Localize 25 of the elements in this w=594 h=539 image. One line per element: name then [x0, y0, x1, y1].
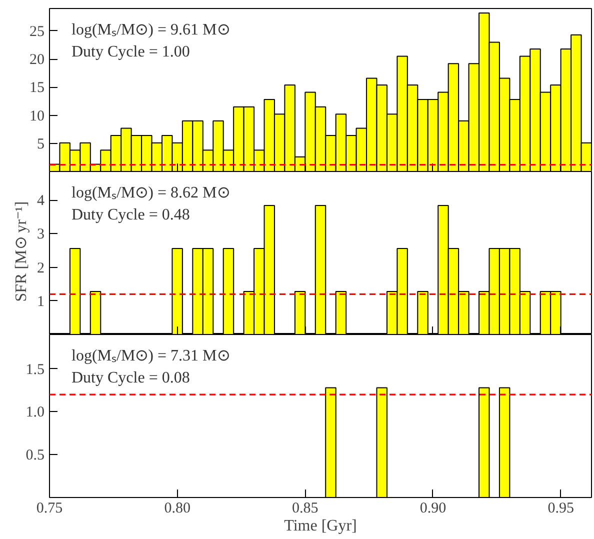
y-tick-label: 5	[37, 136, 44, 152]
y-tick-label: 25	[30, 24, 44, 40]
y-tick-label: 15	[30, 80, 44, 96]
annotation: Duty Cycle = 1.00	[72, 44, 190, 60]
x-axis-title: Time [Gyr]	[284, 518, 357, 534]
y-tick-label: 0.5	[26, 448, 44, 464]
y-tick-label: 10	[30, 108, 44, 124]
annotation: log(Mₛ/M⊙) = 9.61 M⊙	[72, 22, 230, 38]
x-tick-label: 0.80	[164, 500, 190, 516]
y-tick-label: 1.5	[26, 362, 44, 378]
y-tick-label: 4	[37, 193, 45, 210]
x-tick-label: 0.85	[292, 500, 318, 516]
y-tick-label: 3	[37, 226, 44, 243]
annotation: Duty Cycle = 0.48	[72, 206, 190, 224]
x-tick-label: 0.90	[420, 500, 446, 516]
y-tick-label: 20	[30, 52, 44, 68]
annotation: log(Mₛ/M⊙) = 7.31 M⊙	[72, 348, 230, 364]
x-tick-label: 0.95	[548, 500, 574, 516]
y-tick-label: 1	[37, 294, 44, 310]
y-tick-label: 2	[37, 260, 44, 276]
annotation: log(Mₛ/M⊙) = 8.62 M⊙	[72, 184, 230, 202]
y-axis-title: SFR [M⊙ yr⁻¹]	[13, 201, 30, 302]
x-tick-label: 0.75	[36, 500, 63, 516]
y-tick-label: 1.0	[26, 404, 44, 421]
annotation: Duty Cycle = 0.08	[72, 370, 190, 386]
